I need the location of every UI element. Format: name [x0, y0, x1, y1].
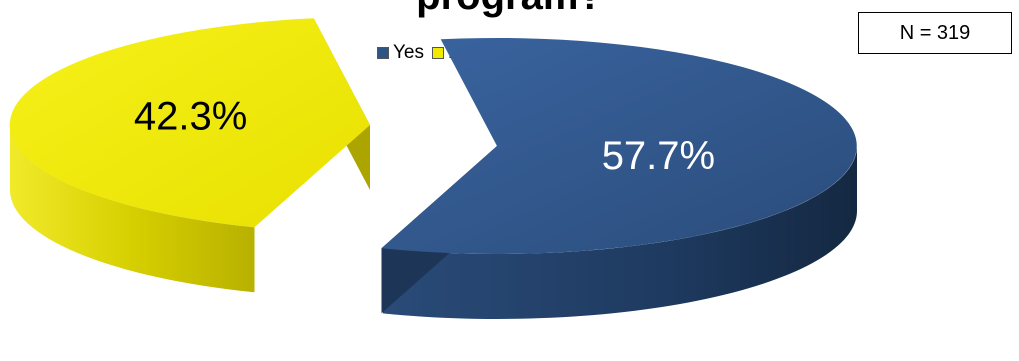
legend-swatch-yes: [377, 47, 389, 59]
slice-yes: [381, 37, 857, 254]
slice-no-group: [9, 18, 370, 293]
data-label-no: 42.3%: [134, 94, 247, 138]
legend-swatch-no: [432, 47, 444, 59]
legend-label-yes: Yes: [393, 42, 424, 63]
legend-item-yes: Yes: [377, 42, 424, 64]
chart-title: program?: [0, 0, 1019, 19]
slice-yes-side: [382, 146, 857, 319]
slice-no-side: [10, 125, 255, 293]
slice-yes-group: [381, 37, 857, 319]
sample-size-box: N = 319: [858, 12, 1012, 54]
sample-size-label: N = 319: [899, 21, 971, 44]
slice-no: [9, 18, 370, 228]
data-label-yes: 57.7%: [602, 134, 715, 178]
